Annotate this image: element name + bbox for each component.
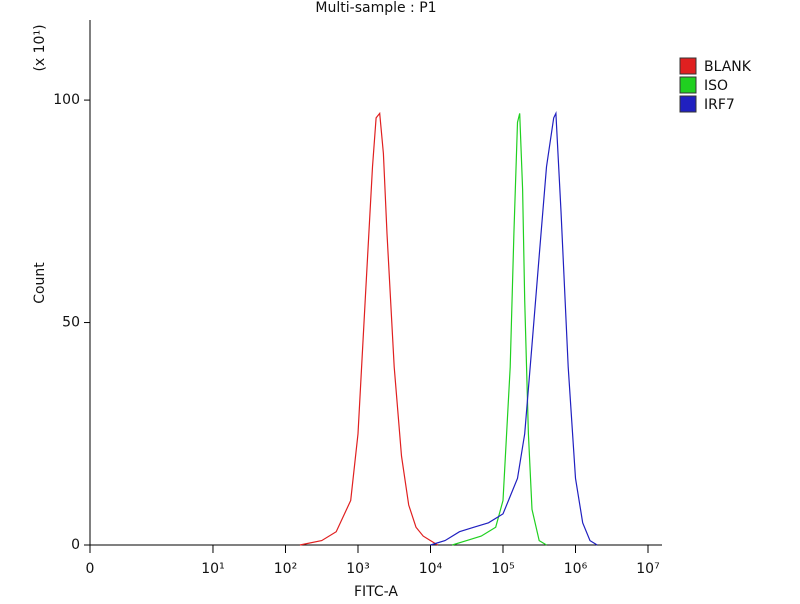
x-tick-label: 0 <box>86 561 95 577</box>
x-tick-label: 10³ <box>346 561 369 577</box>
legend-swatch <box>679 76 697 94</box>
legend-label: ISO <box>704 78 728 94</box>
y-tick-label: 100 <box>53 92 80 108</box>
chart-title: Multi-sample : P1 <box>315 0 436 16</box>
y-tick-label: 50 <box>62 315 80 331</box>
x-tick-label: 10¹ <box>201 561 224 577</box>
legend-label: IRF7 <box>704 97 735 113</box>
series-line <box>430 111 598 546</box>
x-axis-label: FITC-A <box>354 584 398 600</box>
x-tick-label: 10⁷ <box>636 561 659 577</box>
series-line <box>299 111 439 546</box>
legend-swatch <box>679 57 697 75</box>
x-tick-label: 10⁴ <box>419 561 443 577</box>
y-multiplier: (x 10¹) <box>32 24 48 71</box>
y-tick-label: 0 <box>71 537 80 553</box>
x-tick-label: 10⁶ <box>564 561 588 577</box>
x-tick-label: 10² <box>274 561 297 577</box>
legend-label: BLANK <box>704 59 752 75</box>
series-line <box>452 113 547 546</box>
legend-swatch <box>679 95 697 113</box>
x-tick-label: 10⁵ <box>491 561 514 577</box>
y-axis-label: Count <box>32 262 48 304</box>
